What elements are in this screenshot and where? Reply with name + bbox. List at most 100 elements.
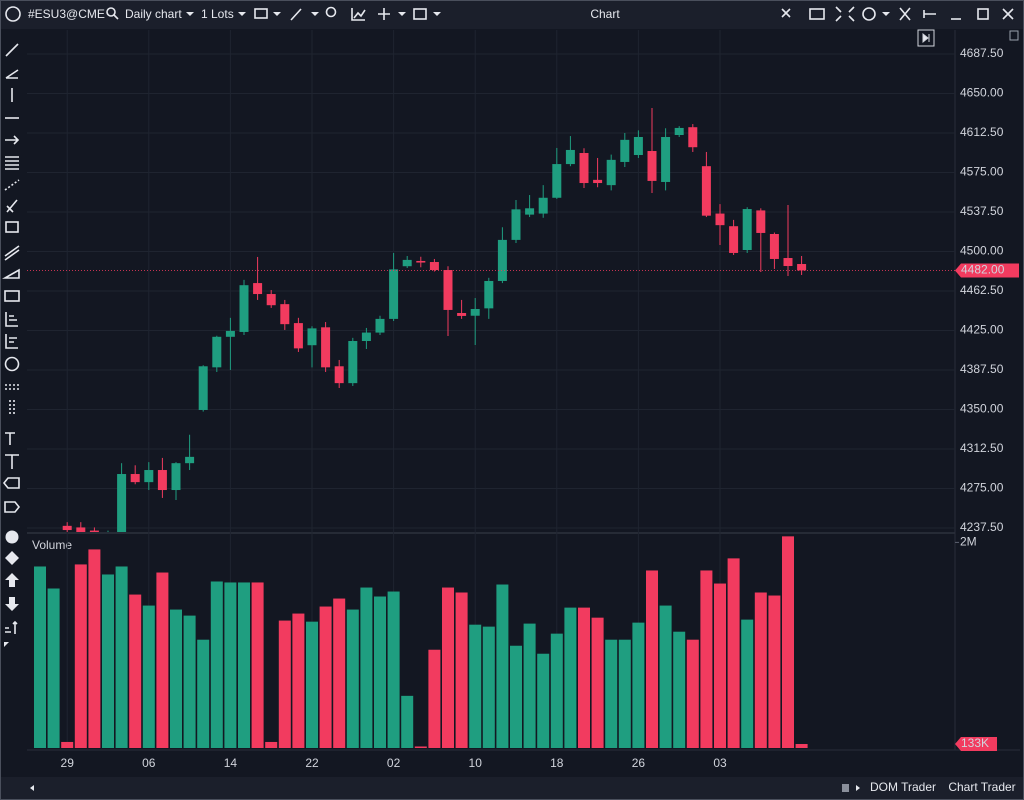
volume-pane-label: Volume bbox=[32, 538, 72, 552]
chart-trader-tab[interactable]: Chart Trader bbox=[948, 780, 1015, 794]
rectangle-tool[interactable] bbox=[4, 290, 20, 302]
candle-body bbox=[511, 209, 521, 240]
volume-bar bbox=[47, 588, 60, 748]
volume-bar bbox=[156, 572, 169, 748]
theme-icon[interactable] bbox=[862, 7, 876, 21]
screenshot-icon[interactable] bbox=[809, 8, 825, 20]
volume-tick-label: 2M bbox=[960, 535, 977, 549]
dropdown-arrow[interactable] bbox=[433, 12, 441, 16]
volume-bar bbox=[360, 587, 373, 748]
dot-marker[interactable] bbox=[5, 530, 19, 544]
scroll-to-end-button[interactable] bbox=[917, 29, 935, 47]
gann-tool[interactable] bbox=[4, 245, 20, 261]
settings-icon[interactable] bbox=[899, 7, 911, 21]
volume-bar bbox=[401, 695, 414, 748]
circle-tool[interactable] bbox=[4, 356, 20, 372]
fib-tool[interactable] bbox=[5, 221, 19, 233]
sort-marker[interactable] bbox=[5, 620, 18, 634]
crosshair-icon[interactable] bbox=[781, 8, 791, 18]
x-tick-label: 14 bbox=[224, 756, 238, 770]
dropdown-arrow[interactable] bbox=[186, 12, 194, 16]
label-tool[interactable] bbox=[2, 477, 20, 489]
zoom-icon[interactable] bbox=[325, 6, 337, 18]
candle-body bbox=[661, 137, 671, 182]
candle-body bbox=[348, 341, 358, 384]
candle-body bbox=[334, 366, 344, 384]
volume-bar bbox=[564, 607, 577, 748]
volume-bar bbox=[591, 617, 604, 748]
volume-bar bbox=[537, 653, 550, 748]
maximize-button[interactable] bbox=[977, 8, 989, 20]
candle-body bbox=[688, 127, 698, 148]
candle-body bbox=[239, 285, 249, 332]
volume-bar bbox=[782, 536, 794, 748]
dropdown-arrow[interactable] bbox=[238, 12, 246, 16]
last-volume-tag bbox=[955, 737, 997, 752]
pin-icon[interactable] bbox=[923, 10, 936, 18]
price-label-tool[interactable] bbox=[4, 501, 21, 513]
volume-bar bbox=[414, 746, 427, 748]
dropdown-arrow[interactable] bbox=[311, 12, 319, 16]
dom-trader-tab[interactable]: DOM Trader bbox=[870, 780, 936, 794]
trend-line-tool[interactable] bbox=[5, 43, 19, 57]
lots[interactable]: 1 Lots bbox=[201, 7, 234, 21]
projection-tool[interactable] bbox=[5, 334, 18, 349]
x-tick-label: 18 bbox=[550, 756, 564, 770]
angle-tool[interactable] bbox=[5, 69, 19, 79]
volume-bar bbox=[496, 584, 509, 748]
candle-body bbox=[266, 294, 276, 306]
volume-bar bbox=[74, 564, 87, 748]
price-pane bbox=[62, 108, 807, 532]
pitchfork-tool[interactable] bbox=[6, 199, 18, 213]
volume-bar bbox=[714, 583, 726, 748]
scroll-left[interactable] bbox=[30, 785, 34, 791]
candle-body bbox=[89, 530, 99, 532]
search-icon-handle bbox=[113, 14, 119, 20]
ray-tool[interactable] bbox=[5, 135, 20, 145]
path-tool[interactable] bbox=[4, 179, 20, 191]
y-tick-label: 4350.00 bbox=[960, 402, 1004, 416]
candle-body bbox=[729, 226, 739, 253]
fullscreen-icon[interactable] bbox=[835, 6, 855, 22]
symbol[interactable]: #ESU3@CME bbox=[28, 7, 105, 21]
volume-bar bbox=[727, 558, 740, 748]
candle-body bbox=[647, 151, 657, 181]
scroll-thumb[interactable] bbox=[842, 784, 849, 792]
y-tick-label: 4275.00 bbox=[960, 481, 1004, 495]
text-tool[interactable] bbox=[5, 454, 19, 469]
y-tick-label: 4687.50 bbox=[960, 46, 1004, 60]
dropdown-arrow[interactable] bbox=[273, 12, 281, 16]
candle-body bbox=[497, 239, 507, 281]
candle-body bbox=[198, 366, 208, 410]
date-range-tool[interactable] bbox=[9, 400, 15, 416]
diamond-marker[interactable] bbox=[5, 551, 19, 565]
triangle-tool[interactable] bbox=[1, 268, 20, 279]
scroll-right[interactable] bbox=[856, 785, 860, 791]
indicator-icon[interactable] bbox=[351, 8, 366, 21]
bars-tool[interactable] bbox=[5, 312, 18, 327]
volume-bar bbox=[442, 587, 454, 748]
monitor-icon[interactable] bbox=[254, 8, 268, 19]
pen-icon[interactable] bbox=[290, 8, 302, 21]
search-icon[interactable] bbox=[106, 7, 116, 17]
close-button[interactable] bbox=[1002, 8, 1014, 20]
volume-bar bbox=[510, 645, 522, 748]
dropdown-arrow[interactable] bbox=[398, 12, 406, 16]
text-lock-tool[interactable] bbox=[5, 432, 15, 445]
timeframe[interactable]: Daily chart bbox=[125, 7, 182, 21]
x-tick-label: 10 bbox=[469, 756, 483, 770]
y-tick-label: 4537.50 bbox=[960, 204, 1004, 218]
down-arrow-marker[interactable] bbox=[5, 597, 19, 611]
up-arrow-marker[interactable] bbox=[5, 573, 19, 587]
toolbar-expand[interactable] bbox=[4, 642, 9, 647]
dropdown-arrow[interactable] bbox=[882, 12, 890, 16]
axis-settings-button[interactable] bbox=[1009, 30, 1019, 41]
volume-bar bbox=[741, 619, 754, 748]
add-icon[interactable] bbox=[378, 8, 390, 20]
volume-bar bbox=[686, 639, 699, 748]
channel-tool[interactable] bbox=[5, 156, 19, 170]
candle-body bbox=[361, 332, 371, 342]
layout-icon[interactable] bbox=[413, 8, 427, 20]
candle-body bbox=[402, 259, 412, 267]
candle-body bbox=[253, 283, 263, 295]
